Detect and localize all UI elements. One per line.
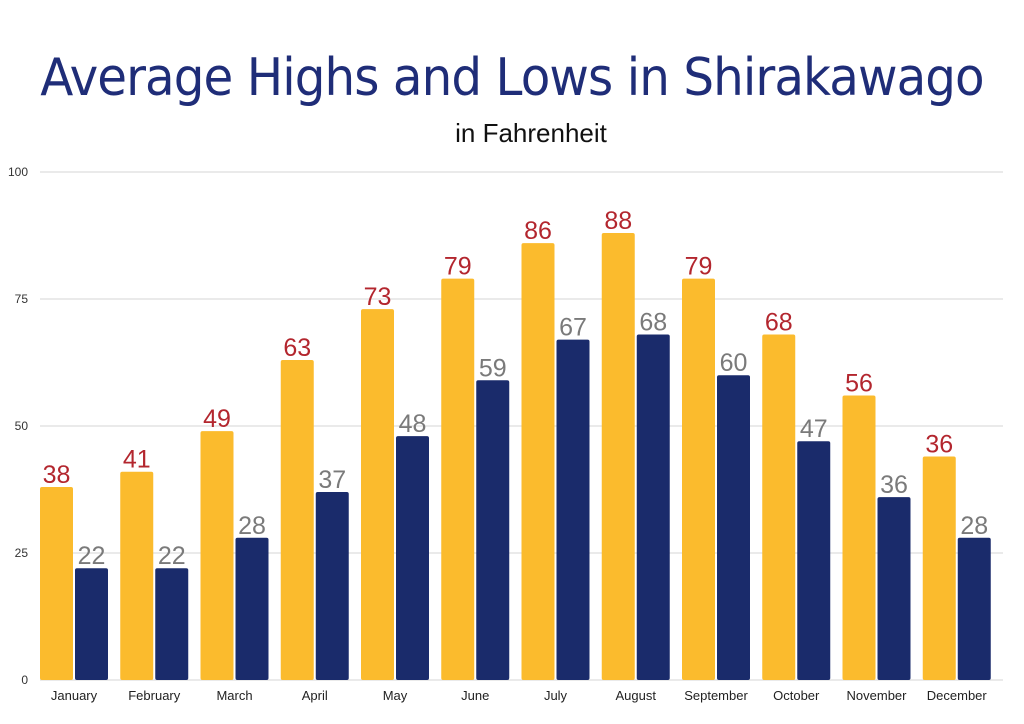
data-label: 79 [444, 253, 472, 281]
data-label: 79 [685, 253, 713, 281]
x-tick-label: February [128, 688, 181, 703]
bar-low [877, 497, 911, 680]
x-tick-label: June [461, 688, 489, 703]
data-label: 63 [283, 334, 311, 362]
data-label: 22 [158, 542, 186, 570]
bar-high [200, 431, 234, 680]
bar-high [842, 395, 876, 680]
x-tick-label: July [544, 688, 568, 703]
y-tick-label: 25 [15, 546, 29, 560]
x-tick-label: November [847, 688, 908, 703]
x-tick-label: January [51, 688, 98, 703]
data-label: 67 [559, 314, 587, 342]
x-tick-label: May [383, 688, 408, 703]
bar-low [75, 568, 108, 680]
data-label: 56 [845, 370, 873, 398]
bar-low [396, 436, 429, 680]
bar-low [476, 380, 510, 680]
data-label: 88 [604, 207, 632, 235]
bar-high [762, 334, 796, 680]
x-tick-label: April [302, 688, 328, 703]
bar-low [636, 334, 670, 680]
bar-high [40, 486, 73, 680]
y-tick-label: 0 [21, 673, 28, 687]
data-label: 36 [880, 471, 908, 499]
data-label: 73 [364, 283, 392, 311]
bar-low [957, 537, 991, 680]
data-label: 47 [800, 415, 828, 443]
data-label: 37 [318, 466, 346, 494]
chart-subtitle: in Fahrenheit [455, 118, 607, 148]
data-label: 48 [399, 410, 427, 438]
data-label: 41 [123, 446, 151, 474]
bar-high [280, 359, 314, 680]
data-label: 28 [238, 512, 266, 540]
y-tick-label: 75 [15, 292, 29, 306]
bar-high [601, 232, 635, 680]
bar-high [922, 456, 956, 680]
chart-title: Average Highs and Lows in Shirakawago [40, 48, 984, 108]
bar-high [521, 243, 555, 680]
data-label: 59 [479, 354, 507, 382]
bar-low [155, 568, 189, 680]
data-label: 86 [524, 217, 552, 245]
data-label: 68 [639, 309, 667, 337]
x-tick-label: October [773, 688, 820, 703]
data-label: 22 [78, 542, 106, 570]
data-label: 60 [720, 349, 748, 377]
bar-low [315, 492, 349, 680]
bar-high [361, 309, 394, 680]
data-label: 38 [43, 461, 71, 489]
data-label: 68 [765, 309, 793, 337]
bar-low [556, 339, 590, 680]
x-tick-label: December [927, 688, 988, 703]
bar-low [235, 537, 269, 680]
data-label: 49 [203, 405, 231, 433]
x-tick-label: March [216, 688, 252, 703]
bar-low [717, 375, 750, 680]
bar-high [120, 471, 154, 680]
data-label: 28 [960, 512, 988, 540]
bar-high [682, 278, 715, 680]
y-tick-label: 50 [15, 419, 29, 433]
data-label: 36 [925, 430, 953, 458]
x-tick-label: September [684, 688, 748, 703]
bar-high [441, 278, 475, 680]
bar-low [797, 441, 831, 680]
x-tick-label: August [616, 688, 657, 703]
y-tick-label: 100 [8, 165, 28, 179]
